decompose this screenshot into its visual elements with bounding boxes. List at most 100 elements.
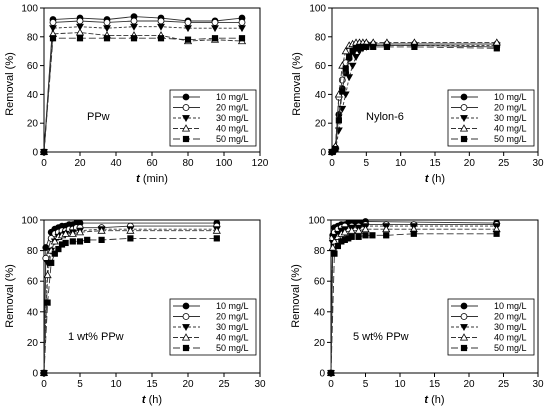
data-point [331, 250, 338, 257]
data-point [363, 43, 370, 50]
y-tick-label: 100 [308, 216, 325, 227]
y-axis-label: Removal (%) [291, 52, 303, 116]
data-point [75, 28, 85, 36]
x-tick-label: 30 [532, 158, 544, 169]
legend-entry: 20 mg/L [216, 103, 249, 113]
data-point [355, 233, 362, 240]
data-point [130, 23, 138, 31]
legend-entry: 40 mg/L [494, 333, 527, 343]
legend-entry: 30 mg/L [494, 113, 527, 123]
data-point [103, 18, 111, 26]
x-tick-label: 25 [498, 158, 510, 169]
data-point [362, 232, 369, 239]
y-axis-label: Removal (%) [4, 52, 16, 116]
y-tick-label: 0 [320, 148, 326, 159]
x-tick-label: 80 [182, 158, 194, 169]
legend-entry: 20 mg/L [216, 312, 249, 322]
x-tick-label: 20 [74, 158, 86, 169]
legend-swatch-marker [459, 333, 469, 341]
y-tick-label: 80 [27, 32, 39, 43]
x-tick-label: 60 [146, 158, 158, 169]
x-axis-variable: t [425, 173, 430, 185]
legend-swatch-marker [460, 302, 468, 310]
y-tick-label: 80 [27, 246, 39, 257]
data-point [98, 236, 105, 243]
y-tick-label: 40 [315, 90, 327, 101]
data-point [62, 239, 69, 247]
x-axis-variable: t [424, 394, 429, 406]
data-point [345, 74, 354, 82]
legend-entry: 50 mg/L [494, 343, 527, 353]
data-point [103, 35, 111, 42]
x-tick-label: 10 [110, 379, 122, 390]
data-point [184, 36, 192, 43]
series-5 [328, 43, 500, 156]
chart-panel-4: 0 5 10 15 20 25 30 0 20 40 60 80 100 t (h) Removal (%)… [290, 216, 544, 407]
x-axis-label: t (h) [424, 394, 444, 406]
data-point [335, 117, 342, 124]
y-tick-label: 40 [27, 90, 39, 101]
data-point [130, 17, 138, 25]
legend-swatch-marker [460, 324, 468, 332]
data-point [369, 232, 376, 239]
y-tick-label: 100 [21, 4, 38, 15]
x-tick-label: 20 [182, 379, 194, 390]
x-axis-label: t (min) [136, 173, 168, 185]
legend-swatch-marker [460, 104, 468, 111]
legend-swatch-marker [460, 313, 468, 320]
legend-swatch-marker [182, 344, 190, 352]
legend-swatch-marker [182, 313, 190, 320]
data-point [238, 35, 246, 42]
data-point [211, 25, 219, 33]
x-tick-label: 120 [252, 158, 269, 169]
legend-entry: 20 mg/L [494, 103, 527, 113]
data-point [68, 229, 77, 237]
data-point [49, 35, 57, 42]
data-point [130, 35, 138, 42]
y-tick-label: 0 [32, 148, 38, 159]
data-point [76, 17, 84, 25]
legend-entry: 40 mg/L [216, 333, 249, 343]
data-point [157, 35, 165, 42]
legend-swatch-marker [182, 104, 190, 111]
data-point [184, 18, 192, 26]
x-tick-label: 30 [254, 379, 266, 390]
legend-entry: 20 mg/L [494, 312, 527, 322]
x-axis-unit: (h) [146, 394, 163, 406]
legend-swatch-marker [460, 135, 468, 143]
legend: 10 mg/L20 mg/L30 mg/L40 mg/L50 mg/L [169, 298, 257, 356]
panel-annotation: Nylon-6 [366, 111, 404, 123]
y-tick-label: 0 [32, 369, 38, 380]
data-point [50, 237, 59, 245]
legend-entry: 10 mg/L [494, 92, 527, 102]
data-point [332, 146, 339, 153]
x-tick-label: 15 [429, 379, 441, 390]
x-tick-label: 5 [363, 379, 369, 390]
x-tick-label: 15 [429, 158, 441, 169]
legend-entry: 40 mg/L [494, 124, 527, 134]
legend-entry: 30 mg/L [216, 322, 249, 332]
x-axis-unit: (min) [140, 173, 168, 185]
y-axis-label: Removal (%) [290, 264, 302, 328]
data-point [157, 23, 165, 31]
x-tick-label: 100 [216, 158, 233, 169]
data-point [84, 236, 91, 243]
data-point [211, 18, 219, 26]
legend-entry: 40 mg/L [216, 124, 249, 134]
series-5 [40, 35, 246, 156]
data-point [184, 25, 192, 33]
y-tick-label: 60 [314, 277, 326, 288]
x-tick-label: 20 [463, 379, 475, 390]
data-point [211, 35, 219, 42]
x-axis-unit: (h) [429, 173, 446, 185]
legend-swatch-marker [460, 93, 468, 101]
data-point [361, 224, 370, 233]
x-tick-label: 40 [110, 158, 122, 169]
y-tick-label: 100 [309, 4, 326, 15]
legend-entry: 10 mg/L [494, 301, 527, 311]
data-point [76, 35, 84, 42]
data-point [76, 23, 84, 31]
x-tick-label: 30 [532, 379, 544, 390]
x-axis-unit: (h) [428, 394, 445, 406]
legend: 10 mg/L20 mg/L30 mg/L40 mg/L50 mg/L [169, 89, 257, 147]
